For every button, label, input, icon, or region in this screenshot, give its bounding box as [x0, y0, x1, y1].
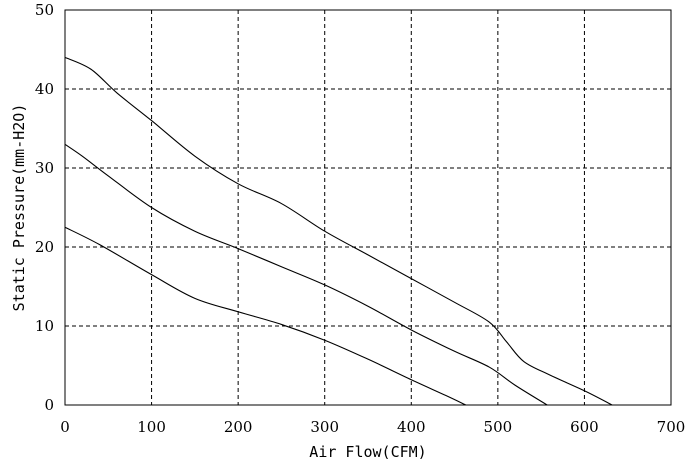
y-tick-label: 20 [35, 238, 54, 256]
x-tick-label: 400 [397, 418, 426, 436]
y-tick-label: 10 [35, 317, 54, 335]
x-tick-label: 200 [224, 418, 253, 436]
y-tick-labels: 0 10 20 30 40 50 [35, 1, 54, 414]
series-line-1 [64, 56, 613, 406]
x-tick-label: 700 [657, 418, 686, 436]
y-tick-label: 30 [35, 159, 54, 177]
plot-frame [64, 9, 672, 406]
series-line-2 [64, 143, 548, 406]
y-tick-label: 50 [35, 1, 54, 19]
x-tick-label: 100 [137, 418, 166, 436]
series-line-3 [64, 226, 467, 406]
x-tick-labels: 0 100 200 300 400 500 600 700 [60, 418, 685, 436]
x-tick-label: 500 [484, 418, 513, 436]
x-tick-label: 0 [60, 418, 70, 436]
grid-lines [65, 10, 671, 405]
y-tick-label: 0 [44, 396, 54, 414]
x-axis-label: Air Flow(CFM) [309, 443, 426, 461]
x-tick-label: 300 [310, 418, 339, 436]
x-tick-label: 600 [570, 418, 599, 436]
curves [64, 56, 613, 406]
y-axis-label: Static Pressure(mm-H2O) [10, 104, 28, 312]
y-tick-label: 40 [35, 80, 54, 98]
